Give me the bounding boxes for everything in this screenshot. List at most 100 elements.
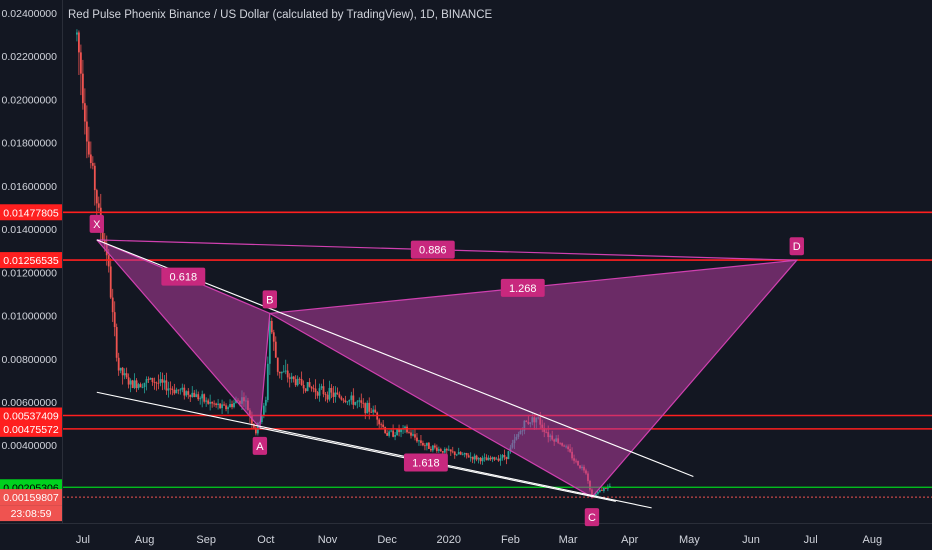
time-tick-label: Jul (76, 534, 90, 546)
ratio-label-box (161, 267, 206, 286)
point-label-d-text: D (793, 241, 801, 253)
candle-body (469, 456, 472, 458)
candle-body (426, 442, 428, 446)
time-tick-label: Sep (196, 534, 216, 546)
candle-body (604, 487, 607, 489)
price-tick-label: 0.00400000 (2, 440, 58, 452)
candle-body (91, 163, 94, 166)
price-marker-label: 0.00159807 (3, 492, 59, 504)
price-marker-label: 0.00537409 (3, 411, 59, 423)
time-axis[interactable]: Jul Aug Sep Oct Nov Dec 2020 Feb Mar Apr May Jun Jul… (76, 534, 882, 546)
ratio-label-text: 1.268 (509, 283, 537, 295)
candle-body (316, 392, 319, 396)
candle-body (278, 371, 281, 374)
candle-body (451, 451, 454, 453)
ratio-label: 0.886 (410, 240, 455, 259)
price-marker-resistance (0, 420, 62, 437)
time-tick-label: Apr (621, 534, 638, 546)
candle-body (320, 386, 323, 389)
candle-body (199, 398, 202, 400)
candle-body (123, 373, 126, 376)
candle-body (183, 387, 186, 396)
point-label-a: A (252, 436, 268, 455)
candle-body (167, 388, 170, 391)
candle-body (191, 392, 194, 397)
candle-body (497, 458, 500, 461)
time-tick-label: Aug (135, 534, 155, 546)
candle-body (115, 327, 118, 358)
candle-body (505, 456, 508, 460)
candle-body (143, 382, 146, 388)
countdown-label: 23:08:59 (11, 508, 52, 520)
time-tick-label: Oct (257, 534, 274, 546)
candle-body (340, 397, 343, 400)
candle-body (418, 440, 420, 442)
candle-body (435, 447, 438, 451)
candle-body (501, 455, 504, 459)
candle-body (334, 392, 337, 397)
price-marker-dotted (0, 489, 62, 506)
candle-body (427, 442, 430, 449)
candle-body (135, 380, 138, 389)
pattern-point-labels: X A B C D (89, 214, 804, 527)
trend-line-lower[interactable] (96, 391, 652, 509)
candle-body (282, 371, 285, 373)
candle-body (251, 416, 253, 424)
candle-body (127, 377, 130, 385)
candle-body (366, 402, 369, 414)
candle-body (121, 367, 124, 376)
candle-body (388, 431, 391, 436)
candle-body (461, 454, 464, 456)
candle-body (324, 394, 327, 395)
point-label-c-text: C (588, 512, 596, 524)
time-tick-label: Feb (501, 534, 520, 546)
candle-body (85, 121, 88, 142)
price-marker-resistance (0, 252, 62, 269)
candle-body (443, 448, 446, 453)
candle-body (414, 434, 416, 438)
candle-body (97, 203, 100, 208)
candle-body (410, 432, 412, 436)
ratio-label-text: 0.886 (419, 245, 447, 257)
candle-body (87, 141, 90, 155)
price-tick-label: 0.00800000 (2, 354, 58, 366)
candle-body (268, 320, 271, 364)
candle-body (229, 403, 231, 408)
price-tick-label: 0.01200000 (2, 267, 58, 279)
candle-body (348, 399, 351, 402)
candle-body (477, 457, 480, 460)
candle-body (223, 404, 225, 406)
point-label-d: D (789, 237, 804, 256)
candle-body (149, 377, 152, 380)
candle-body (310, 386, 313, 389)
candle-body (254, 427, 257, 434)
candle-body (392, 430, 395, 437)
candle-body (439, 449, 442, 452)
time-tick-label: Jul (804, 534, 818, 546)
candle-body (449, 449, 452, 452)
candles (76, 29, 611, 499)
candle-body (600, 489, 603, 491)
candle-body (322, 386, 325, 395)
candle-body (159, 379, 162, 383)
price-axis[interactable]: 0.02400000 0.02200000 0.02000000 0.01800000… (0, 8, 62, 522)
point-label-x-box (89, 214, 104, 233)
candle-body (78, 32, 80, 53)
candle-body (262, 405, 265, 416)
point-label-x: X (89, 214, 104, 233)
candle-body (398, 429, 400, 433)
candle-body (481, 457, 484, 462)
candle-body (370, 411, 373, 413)
candle-body (95, 190, 98, 204)
candle-body (161, 379, 164, 383)
time-tick-label: Mar (559, 534, 578, 546)
candle-body (465, 452, 468, 456)
candle-body (483, 457, 486, 459)
candle-body (151, 377, 154, 382)
ratio-label: 0.618 (161, 267, 206, 286)
candle-body (312, 388, 315, 390)
candle-body (175, 389, 178, 394)
candle-body (298, 378, 301, 380)
candle-body (93, 165, 96, 191)
